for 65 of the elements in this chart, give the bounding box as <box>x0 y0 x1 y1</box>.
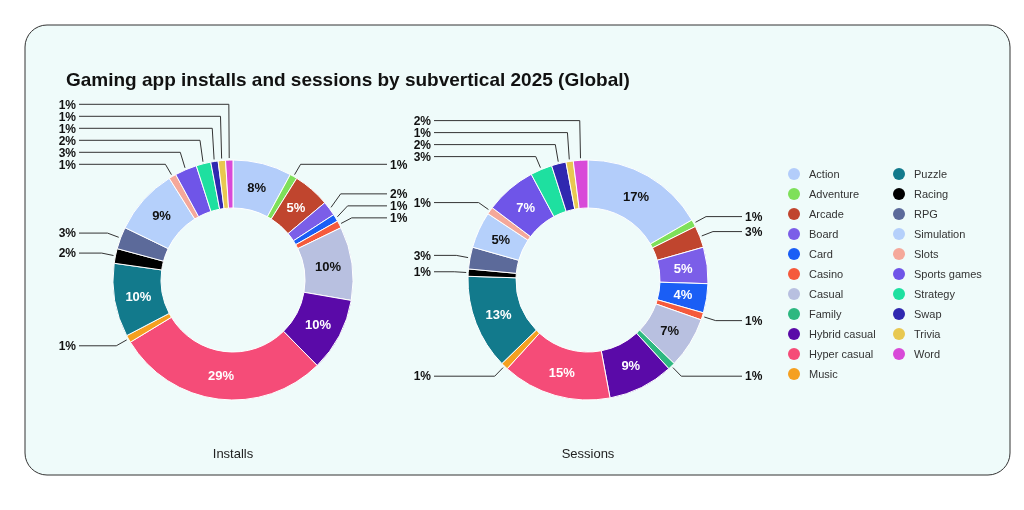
legend-label: Arcade <box>809 207 844 220</box>
legend-label: Casino <box>809 267 844 280</box>
data-label: 1% <box>745 369 763 384</box>
data-label: 1% <box>413 125 432 140</box>
legend-label: Hyper casual <box>809 347 874 360</box>
data-label: 15% <box>548 364 576 380</box>
data-label: 10% <box>125 288 152 304</box>
data-label: 1% <box>58 109 77 124</box>
data-label: 29% <box>208 367 235 383</box>
data-label: 1% <box>390 157 408 172</box>
data-label: 3% <box>413 248 432 263</box>
data-label: 7% <box>516 199 536 215</box>
data-label: 1% <box>745 313 763 328</box>
data-label: 2% <box>390 187 408 202</box>
legend-label: Hybrid casual <box>809 327 876 340</box>
legend-label: Puzzle <box>914 167 948 180</box>
data-label: 1% <box>413 369 432 384</box>
data-label: 2% <box>58 133 77 148</box>
data-label: 2% <box>58 246 77 261</box>
data-label: 2% <box>413 113 432 128</box>
slice-label: Sessions <box>561 446 615 461</box>
data-label: 1% <box>58 157 77 172</box>
data-label: 5% <box>491 232 511 248</box>
legend-label: Card <box>809 247 833 260</box>
legend-label: Slots <box>914 247 939 260</box>
data-label: 3% <box>58 145 77 160</box>
data-label: 17% <box>622 189 650 205</box>
data-label: 1% <box>58 97 77 112</box>
data-label: 7% <box>660 323 680 339</box>
legend-label: Racing <box>914 187 949 200</box>
chart-title: Gaming app installs and sessions by subvertical 2025 (Global) <box>66 69 630 90</box>
data-label: 9% <box>152 208 172 224</box>
legend-label: Strategy <box>914 287 956 300</box>
data-label: 1% <box>390 199 408 214</box>
legend-label: Trivia <box>914 327 942 340</box>
legend-label: Sports games <box>914 267 983 280</box>
data-label: 9% <box>621 358 641 374</box>
data-label: 1% <box>58 338 77 353</box>
data-label: 2% <box>413 137 432 152</box>
data-label: 3% <box>413 149 432 164</box>
data-label: 10% <box>315 259 342 275</box>
data-label: 8% <box>247 179 267 195</box>
data-label: 1% <box>745 209 763 224</box>
data-label: 5% <box>286 200 306 216</box>
data-label: 1% <box>413 195 432 210</box>
legend-label: Action <box>809 167 840 180</box>
data-label: 3% <box>745 224 763 239</box>
data-label: 1% <box>413 264 432 279</box>
data-label: 10% <box>305 317 332 333</box>
legend-label: Music <box>809 367 839 380</box>
legend-label: Family <box>809 307 842 320</box>
legend-label: Swap <box>914 307 942 320</box>
legend-label: Casual <box>809 287 844 300</box>
legend-label: Word <box>914 347 941 360</box>
legend-label: RPG <box>914 207 938 220</box>
data-label: 3% <box>58 226 77 241</box>
legend-label: Adventure <box>809 187 860 200</box>
legend-label: Simulation <box>914 227 966 240</box>
legend-label: Board <box>809 227 839 240</box>
data-label: 4% <box>673 287 693 303</box>
data-label: 1% <box>58 121 77 136</box>
data-label: 1% <box>390 211 408 226</box>
slice-label: Installs <box>212 446 254 461</box>
data-label: 13% <box>485 307 512 323</box>
data-label: 5% <box>673 260 694 276</box>
